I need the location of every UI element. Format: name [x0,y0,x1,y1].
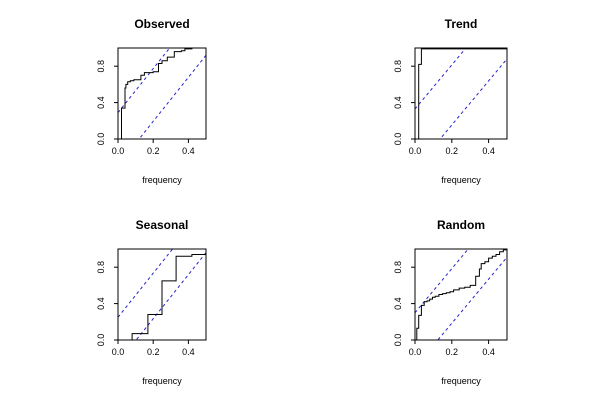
x-axis-label: frequency [142,175,182,185]
y-tick-label: 0.4 [96,297,106,310]
y-tick-label: 0.4 [96,96,106,109]
x-tick-label: 0.4 [482,146,495,156]
cumulative-periodogram-line [118,254,206,340]
x-tick-label: 0.4 [182,146,195,156]
y-tick-label: 0.8 [96,60,106,73]
y-tick-label: 0.0 [96,133,106,146]
y-tick-label: 0.0 [393,334,403,347]
y-tick-label: 0.8 [393,60,403,73]
y-tick-label: 0.8 [393,261,403,274]
x-axis-label: frequency [142,376,182,386]
x-tick-label: 0.4 [182,347,195,357]
chart-title: Observed [134,17,189,31]
x-tick-label: 0.2 [147,146,160,156]
y-tick-label: 0.4 [393,96,403,109]
chart-title: Random [437,218,485,232]
plot-frame [414,248,508,341]
x-tick-label: 0.0 [409,146,422,156]
panel-2: Seasonal 0.0 0.2 0.4 0.0 0.4 0.8 frequency [96,218,207,386]
x-tick-label: 0.0 [112,347,125,357]
plot-frame [414,47,508,140]
x-tick-label: 0.4 [482,347,495,357]
panel-0: Observed 0.0 0.2 0.4 0.0 0.4 0.8 frequency [96,17,207,185]
x-axis-label: frequency [441,175,481,185]
x-tick-label: 0.2 [147,347,160,357]
cumulative-periodogram-line [415,48,507,139]
x-tick-label: 0.0 [112,146,125,156]
cumulative-periodogram-line [118,48,206,139]
x-tick-label: 0.2 [446,146,459,156]
y-tick-label: 0.4 [393,297,403,310]
cumulative-periodogram-line [415,249,507,340]
y-tick-label: 0.0 [96,334,106,347]
plot-frame [117,47,207,140]
panel-1: Trend 0.0 0.2 0.4 0.0 0.4 0.8 frequency [393,17,508,185]
y-tick-label: 0.8 [96,261,106,274]
plot-frame [117,248,207,341]
chart-title: Seasonal [136,218,189,232]
chart-title: Trend [445,17,478,31]
y-tick-label: 0.0 [393,133,403,146]
panel-3: Random 0.0 0.2 0.4 0.0 0.4 0.8 frequency [393,218,508,386]
x-axis-label: frequency [441,376,481,386]
x-tick-label: 0.2 [446,347,459,357]
x-tick-label: 0.0 [409,347,422,357]
